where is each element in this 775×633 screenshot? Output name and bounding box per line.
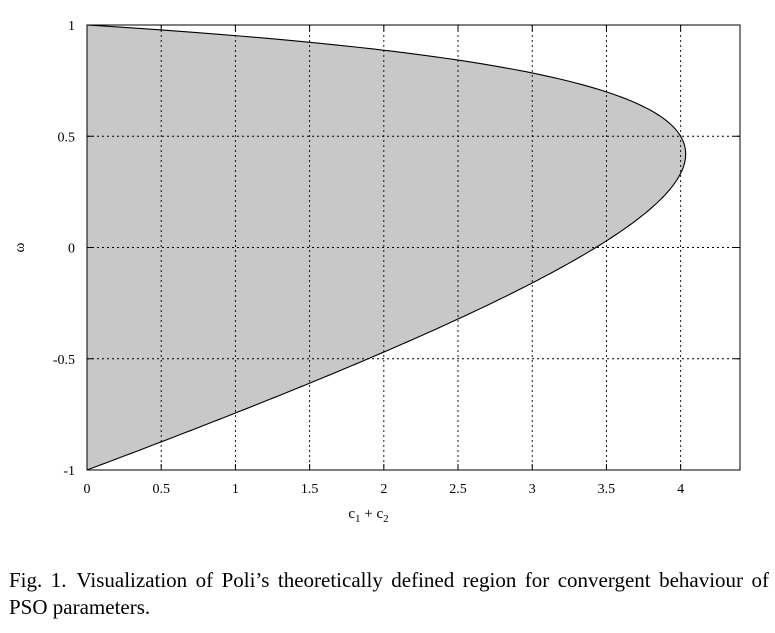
x-tick-label-0: 0 [84,482,91,497]
y-tick-label-2: 0 [68,242,75,257]
x-tick-label-3: 1.5 [301,482,319,497]
chart-svg: 0 0.5 1 1.5 2 2.5 3 3.5 4 -1-0.500.51 c1 + c2 ω [12,19,741,525]
caption-text: Visualization of Poli’s theoretically de… [9,568,769,619]
x-tick-label-1: 0.5 [152,482,170,497]
chart-figure: 0 0.5 1 1.5 2 2.5 3 3.5 4 -1 -0.5 0 0.5 1 c1 + c2 ω [12,19,741,525]
axis-ticks [86,24,740,471]
y-tick-label-4: 1 [68,19,75,34]
x-axis-label-c1: c [348,506,355,522]
y-tick-label-0: -1 [63,464,75,479]
x-axis-label-plus-c2: + c [361,506,384,522]
x-tick-label-4: 2 [380,482,387,497]
x-axis-label-sub1: 1 [355,513,361,525]
y-tick-label-1: -0.5 [53,353,75,368]
x-tick-label-8: 4 [677,482,684,497]
grid-overlay [87,25,740,470]
x-tick-label-2: 1 [232,482,239,497]
x-tick-label-5: 2.5 [449,482,467,497]
y-tick-labels: -1 -0.5 0 0.5 1 [53,19,75,479]
caption-figure-number: Fig. 1. [9,568,67,592]
y-axis-label: ω [12,242,28,252]
x-tick-labels: 0 0.5 1 1.5 2 2.5 3 3.5 4 [84,482,685,497]
y-tick-label-3: 0.5 [58,130,76,145]
x-axis-label-sub2: 2 [383,513,389,525]
figure-caption: Fig. 1. Visualization of Poli’s theoretic… [9,567,769,621]
region-boundary-curve [86,24,687,471]
x-axis-label: c1 + c2 [348,506,388,525]
x-tick-label-6: 3 [529,482,536,497]
convergence-region [87,25,686,470]
x-tick-label-7: 3.5 [598,482,616,497]
